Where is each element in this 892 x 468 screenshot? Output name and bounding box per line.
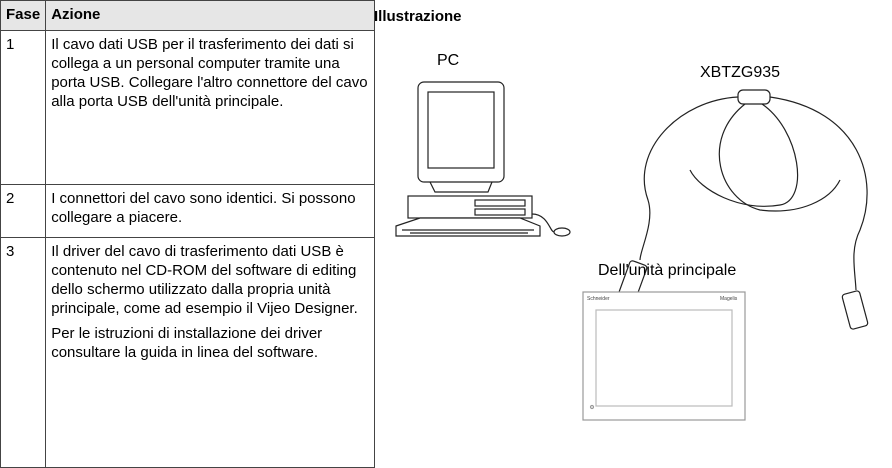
cable-label: XBTZG935 — [700, 64, 781, 81]
action-text: I connettori del cavo sono identici. Si … — [51, 190, 356, 226]
steps-table: Fase Azione 1 Il cavo dati USB per il tra… — [0, 0, 376, 468]
unit-label: Dell'unità principale — [598, 262, 737, 279]
pc-label: PC — [437, 52, 460, 69]
header-cell: Illustrazione — [374, 8, 462, 25]
action-text: Per le istruzioni di installazione dei d… — [51, 325, 323, 361]
action-text: Il driver del cavo di trasferimento dati… — [51, 243, 358, 317]
unit-drawing — [582, 291, 746, 421]
pc-drawing — [395, 81, 571, 237]
step-number: 1 — [0, 30, 47, 185]
step-action: I connettori del cavo sono identici. Si … — [45, 184, 376, 238]
unit-brand: Schneider — [587, 296, 610, 302]
header-cell: Fase — [0, 0, 47, 31]
step-number: 2 — [0, 184, 47, 238]
unit-model: Magelis — [720, 296, 738, 302]
step-action: Il cavo dati USB per il trasferimento de… — [45, 30, 376, 185]
cable-drawing — [618, 89, 869, 330]
action-text: Il cavo dati USB per il trasferimento de… — [51, 36, 368, 110]
step-action: Il driver del cavo di trasferimento dati… — [45, 237, 376, 468]
